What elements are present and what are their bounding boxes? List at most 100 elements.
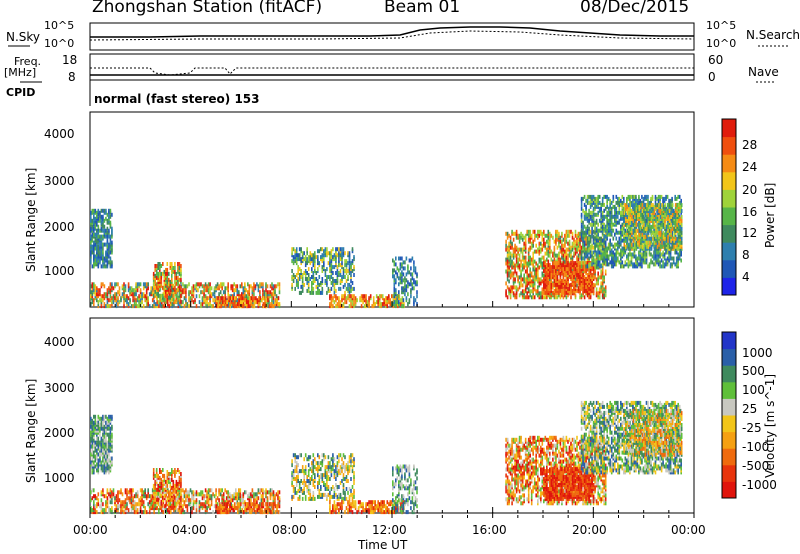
heatmap-cell [156,282,158,287]
heatmap-cell [106,288,109,293]
heatmap-cell [556,253,559,258]
heatmap-cell [632,228,635,233]
heatmap-cell [675,260,678,265]
heatmap-cell [144,282,146,287]
heatmap-cell [324,273,327,277]
heatmap-cell [505,231,507,236]
heatmap-cell [601,262,604,267]
heatmap-cell [667,238,669,243]
heatmap-cell [171,262,173,266]
heatmap-cell [523,241,525,246]
heatmap-cell [344,290,346,295]
heatmap-cell [662,260,664,265]
heatmap-cell [393,300,396,305]
heatmap-cell [194,298,196,303]
heatmap-cell [609,198,611,203]
heatmap-cell [562,257,565,262]
heatmap-cell [291,282,293,287]
heatmap-cell [259,302,261,307]
heatmap-cell [660,258,663,263]
heatmap-cell [653,262,655,267]
heatmap-cell [165,289,167,294]
heatmap-cell [556,257,559,262]
heatmap-cell [203,284,205,289]
heatmap-cell [546,263,548,268]
heatmap-cell [262,302,265,307]
heatmap-cell [91,292,94,297]
heatmap-cell [589,194,592,199]
heatmap-cell [298,247,301,252]
heatmap-cell [543,229,545,234]
heatmap-cell [103,296,106,301]
heatmap-cell [640,217,642,221]
heatmap-cell [109,288,112,293]
heatmap-cell [124,294,127,299]
heatmap-cell [303,282,305,287]
heatmap-cell [295,282,298,287]
heatmap-cell [398,268,400,273]
heatmap-cell [121,292,124,297]
heatmap-cell [632,207,635,212]
heatmap-cell [603,275,605,280]
heatmap-cell [614,204,616,209]
heatmap-cell [365,298,367,303]
heatmap-cell [549,271,551,275]
heatmap-cell [292,261,295,266]
heatmap-cell [321,253,324,258]
heatmap-cell [304,277,307,281]
heatmap-cell [574,293,577,298]
heatmap-cell [609,232,611,237]
heatmap-cell [556,265,559,270]
heatmap-cell [109,256,112,261]
heatmap-cell [256,298,259,303]
heatmap-cell [345,259,348,264]
heatmap-cell [342,247,345,252]
heatmap-cell [553,251,556,256]
heatmap-cell [160,279,163,284]
heatmap-cell [186,302,189,307]
heatmap-cell [659,209,662,213]
heatmap-cell [121,284,124,289]
heatmap-cell [512,255,515,260]
heatmap-cell [165,271,167,276]
heatmap-cell [656,244,659,249]
heatmap-cell [556,295,559,300]
heatmap-cell [177,302,180,307]
heatmap-cell [401,262,403,267]
heatmap-cell [562,253,565,258]
heatmap-cell [652,222,654,227]
heatmap-cell [595,264,598,269]
heatmap-cell [580,256,583,261]
heatmap-cell [526,267,528,272]
heatmap-cell [549,253,551,258]
heatmap-cell [153,300,155,305]
heatmap-cell [207,282,210,287]
heatmap-cell [210,304,213,309]
heatmap-cell [105,208,107,213]
heatmap-cell [526,283,528,288]
heatmap-cell [665,258,667,263]
heatmap-cell [615,262,618,267]
heatmap-cell [573,241,575,246]
heatmap-cell [680,252,682,257]
heatmap-cell [562,275,565,279]
heatmap-cell [162,271,164,276]
heatmap-cell [543,269,545,273]
heatmap-cell [395,278,397,283]
heatmap-cell [604,214,607,219]
heatmap-cell [407,270,409,275]
heatmap-cell [405,288,408,293]
heatmap-cell [306,288,308,293]
heatmap-cell [321,269,324,273]
heatmap-cell [298,253,301,258]
heatmap-cell [668,254,670,259]
heatmap-cell [517,261,519,266]
heatmap-cell [627,260,630,265]
heatmap-cell [395,296,398,301]
heatmap-cell [132,292,134,297]
heatmap-cell [94,288,97,293]
heatmap-cell [103,228,106,233]
heatmap-cell [606,198,608,203]
heatmap-cell [315,271,318,275]
heatmap-cell [610,230,613,235]
